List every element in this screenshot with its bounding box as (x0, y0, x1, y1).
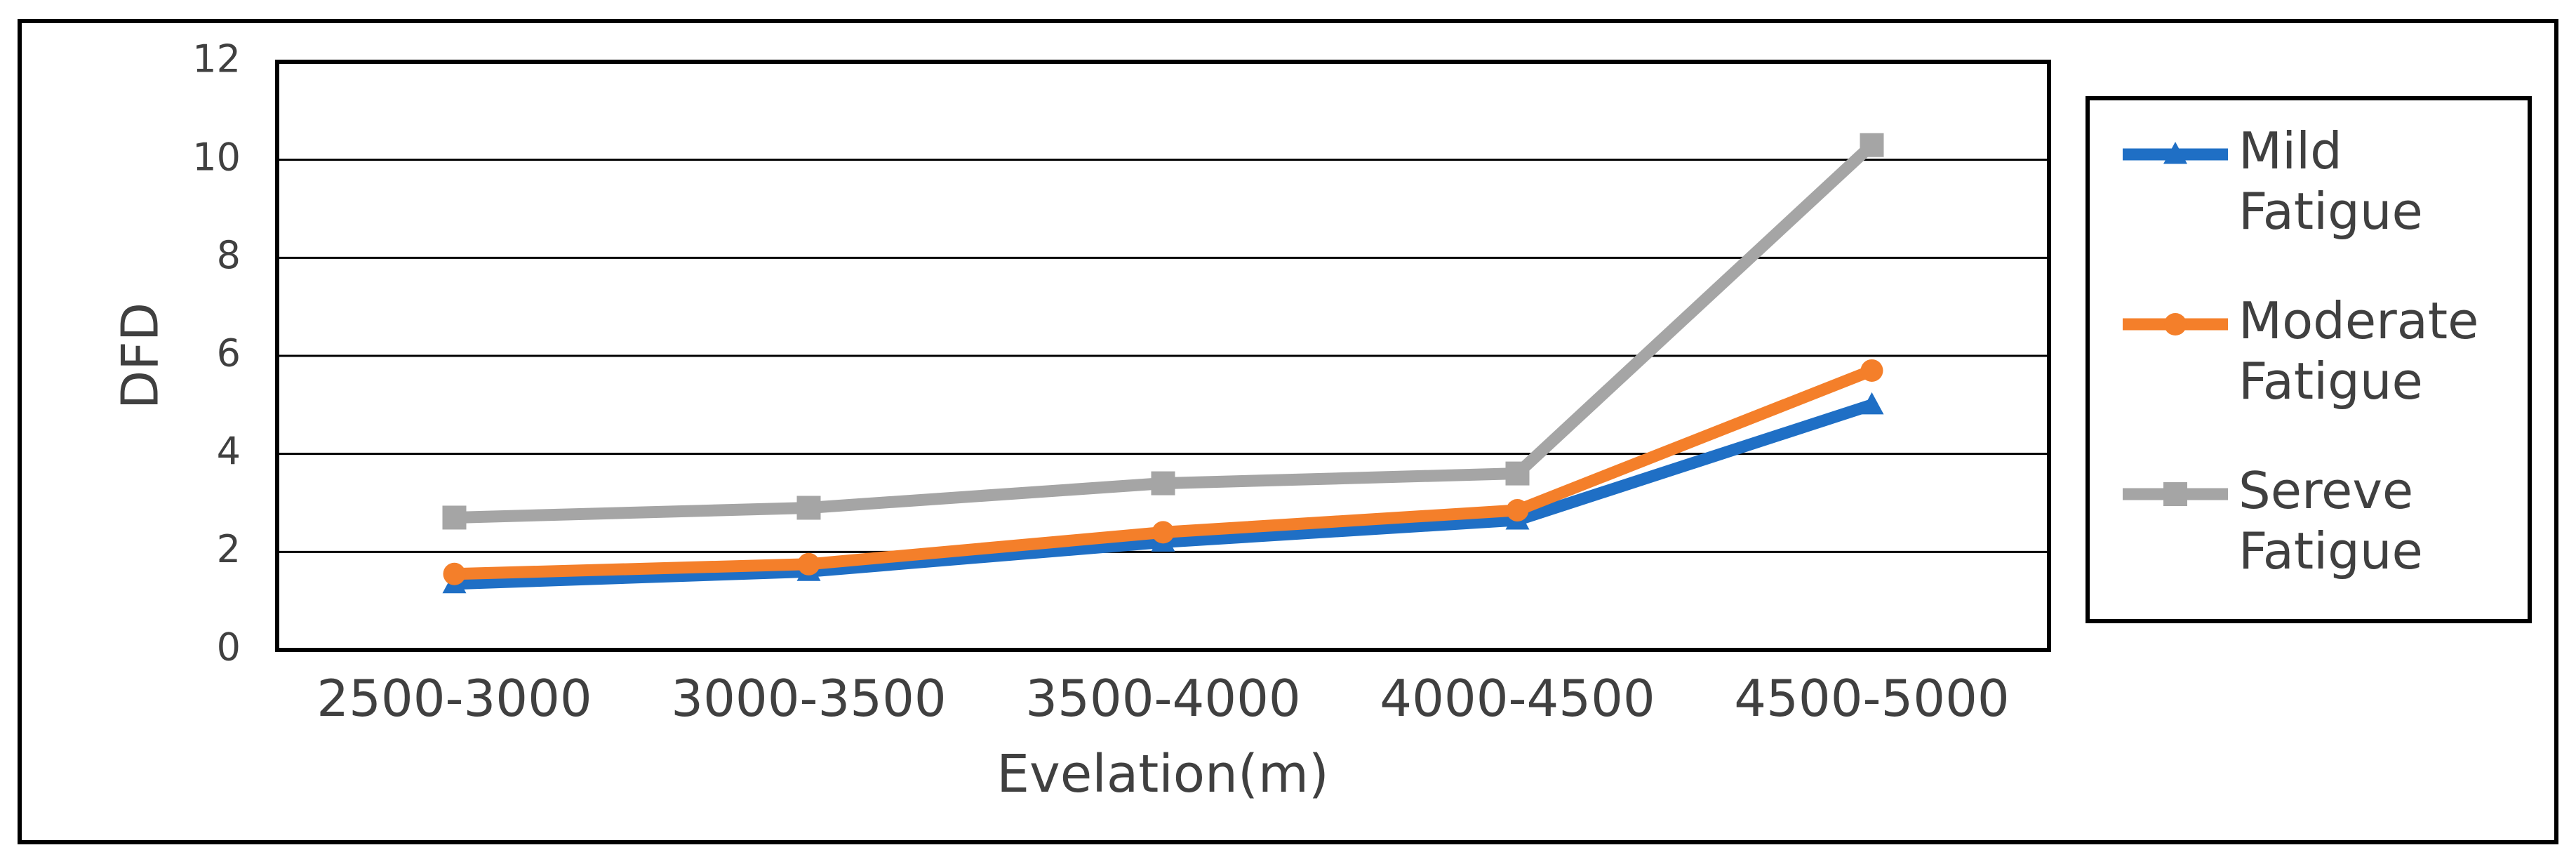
legend-marker (2164, 313, 2187, 335)
legend-marker (2163, 482, 2187, 506)
legend-label: Fatigue (2238, 352, 2423, 411)
x-tick-label: 3500-4000 (1025, 669, 1300, 728)
data-point-marker (1505, 461, 1530, 486)
x-tick-label: 2500-3000 (316, 669, 592, 728)
y-tick-label: 2 (217, 527, 241, 571)
legend-box (2086, 96, 2532, 623)
series-2 (443, 359, 1883, 585)
data-point-marker (1860, 359, 1883, 382)
y-tick-label: 6 (217, 331, 241, 375)
y-tick-label: 4 (217, 429, 241, 473)
x-axis-ticks: 2500-3000 3000-3500 3500-4000 4000-4500 4500… (316, 669, 2009, 728)
y-axis-title: DFD (111, 303, 170, 409)
x-axis-title: Evelation(m) (996, 744, 1329, 804)
data-point-marker (797, 552, 820, 576)
series-3 (442, 133, 1884, 530)
data-point-marker (1151, 471, 1175, 496)
data-point-marker (1860, 133, 1884, 157)
data-point-marker (443, 562, 466, 585)
x-tick-label: 3000-3500 (671, 669, 946, 728)
y-axis-ticks: 0 2 4 6 8 10 12 (192, 37, 241, 670)
y-tick-label: 0 (217, 625, 241, 670)
data-point-marker (1152, 521, 1175, 544)
data-point-marker (796, 496, 821, 520)
legend-label: Moderate (2238, 291, 2478, 350)
legend-label: Sereve (2238, 461, 2413, 520)
legend-marker (2163, 142, 2187, 164)
data-point-marker (1506, 498, 1529, 521)
y-tick-label: 12 (192, 37, 241, 81)
legend-label: Mild (2238, 121, 2342, 180)
gridlines (277, 159, 2049, 553)
y-tick-label: 10 (192, 135, 241, 179)
x-tick-label: 4500-5000 (1734, 669, 2009, 728)
series-layer (442, 133, 1884, 594)
legend-label: Fatigue (2238, 182, 2423, 241)
y-tick-label: 8 (217, 233, 241, 277)
data-point-marker (442, 505, 467, 530)
legend-label: Fatigue (2238, 521, 2423, 580)
data-point-marker (1860, 392, 1884, 415)
x-tick-label: 4000-4500 (1380, 669, 1655, 728)
